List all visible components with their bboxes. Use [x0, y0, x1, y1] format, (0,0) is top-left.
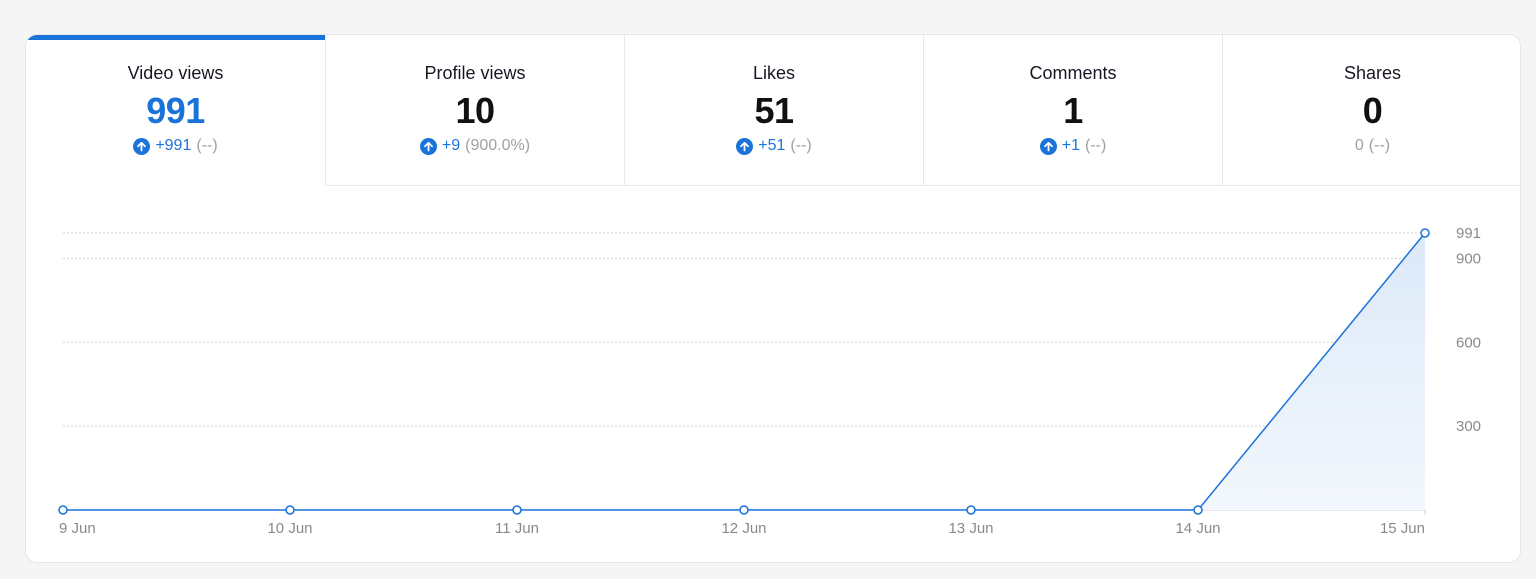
- x-tick-label: 13 Jun: [948, 520, 993, 537]
- y-tick-label: 991: [1456, 225, 1481, 242]
- arrow-up-circle-icon: [736, 137, 754, 155]
- tab-shares[interactable]: Shares 0 0 (--): [1222, 35, 1520, 186]
- x-tick-label: 9 Jun: [59, 520, 96, 537]
- line-chart[interactable]: 300 600 900 991 9 Jun 10 Jun 11 Jun 12 Jun 13 Ju…: [26, 35, 1521, 563]
- tab-change: +51 (--): [625, 137, 923, 155]
- delta-value: 0: [1354, 137, 1364, 154]
- tab-change: +1 (--): [924, 137, 1222, 155]
- tab-change: +991 (--): [26, 137, 325, 155]
- arrow-up-circle-icon: [133, 137, 151, 155]
- tab-change: +9 (900.0%): [326, 137, 624, 155]
- data-point[interactable]: [1193, 505, 1203, 515]
- tab-value: 51: [754, 90, 794, 131]
- x-tick-label: 14 Jun: [1175, 520, 1220, 537]
- arrow-up-circle-icon: [419, 137, 437, 155]
- data-point[interactable]: [285, 505, 295, 515]
- tab-likes[interactable]: Likes 51 +51 (--): [624, 35, 923, 186]
- analytics-card: Video views 991 +991 (--) Profile views …: [25, 34, 1521, 563]
- tab-video-views[interactable]: Video views 991 +991 (--): [26, 35, 325, 186]
- tab-label: Comments: [1029, 63, 1117, 83]
- data-point[interactable]: [1420, 228, 1430, 238]
- arrow-up-circle-icon: [1039, 137, 1057, 155]
- x-tick-label: 12 Jun: [721, 520, 766, 537]
- tab-label: Likes: [752, 63, 796, 83]
- tab-label: Shares: [1343, 63, 1402, 83]
- x-tick-label: 11 Jun: [495, 520, 539, 537]
- tab-profile-views[interactable]: Profile views 10 +9 (900.0%): [325, 35, 624, 186]
- tab-comments[interactable]: Comments 1 +1 (--): [923, 35, 1222, 186]
- y-tick-label: 600: [1456, 334, 1481, 351]
- series-line: [63, 232, 1426, 511]
- delta-value: +991: [155, 137, 192, 154]
- y-tick-label: 900: [1456, 250, 1481, 267]
- delta-value: +9: [441, 137, 461, 154]
- tab-value: 1: [1063, 90, 1083, 131]
- tab-value: 10: [455, 90, 495, 131]
- delta-percent: (--): [1084, 137, 1107, 154]
- data-point[interactable]: [58, 505, 68, 515]
- delta-percent: (--): [790, 137, 812, 154]
- x-tick-label: 10 Jun: [267, 520, 312, 537]
- delta-percent: (--): [196, 137, 218, 154]
- delta-value: +51: [758, 137, 786, 154]
- delta-percent: (--): [1368, 137, 1391, 154]
- y-tick-label: 300: [1456, 418, 1481, 435]
- delta-value: +1: [1061, 137, 1080, 154]
- tab-value: 0: [1362, 90, 1383, 131]
- data-point[interactable]: [966, 505, 976, 515]
- x-tick-label: 15 Jun: [1380, 520, 1425, 537]
- tab-value: 991: [146, 90, 205, 131]
- tab-label: Video views: [127, 63, 224, 83]
- tab-label: Profile views: [424, 63, 526, 83]
- delta-percent: (900.0%): [465, 137, 531, 154]
- data-point[interactable]: [739, 505, 749, 515]
- data-point[interactable]: [512, 505, 522, 515]
- metric-tabs: Video views 991 +991 (--) Profile views …: [26, 35, 1520, 186]
- area-fill: [63, 233, 1425, 510]
- tab-change: 0 (--): [1223, 137, 1520, 155]
